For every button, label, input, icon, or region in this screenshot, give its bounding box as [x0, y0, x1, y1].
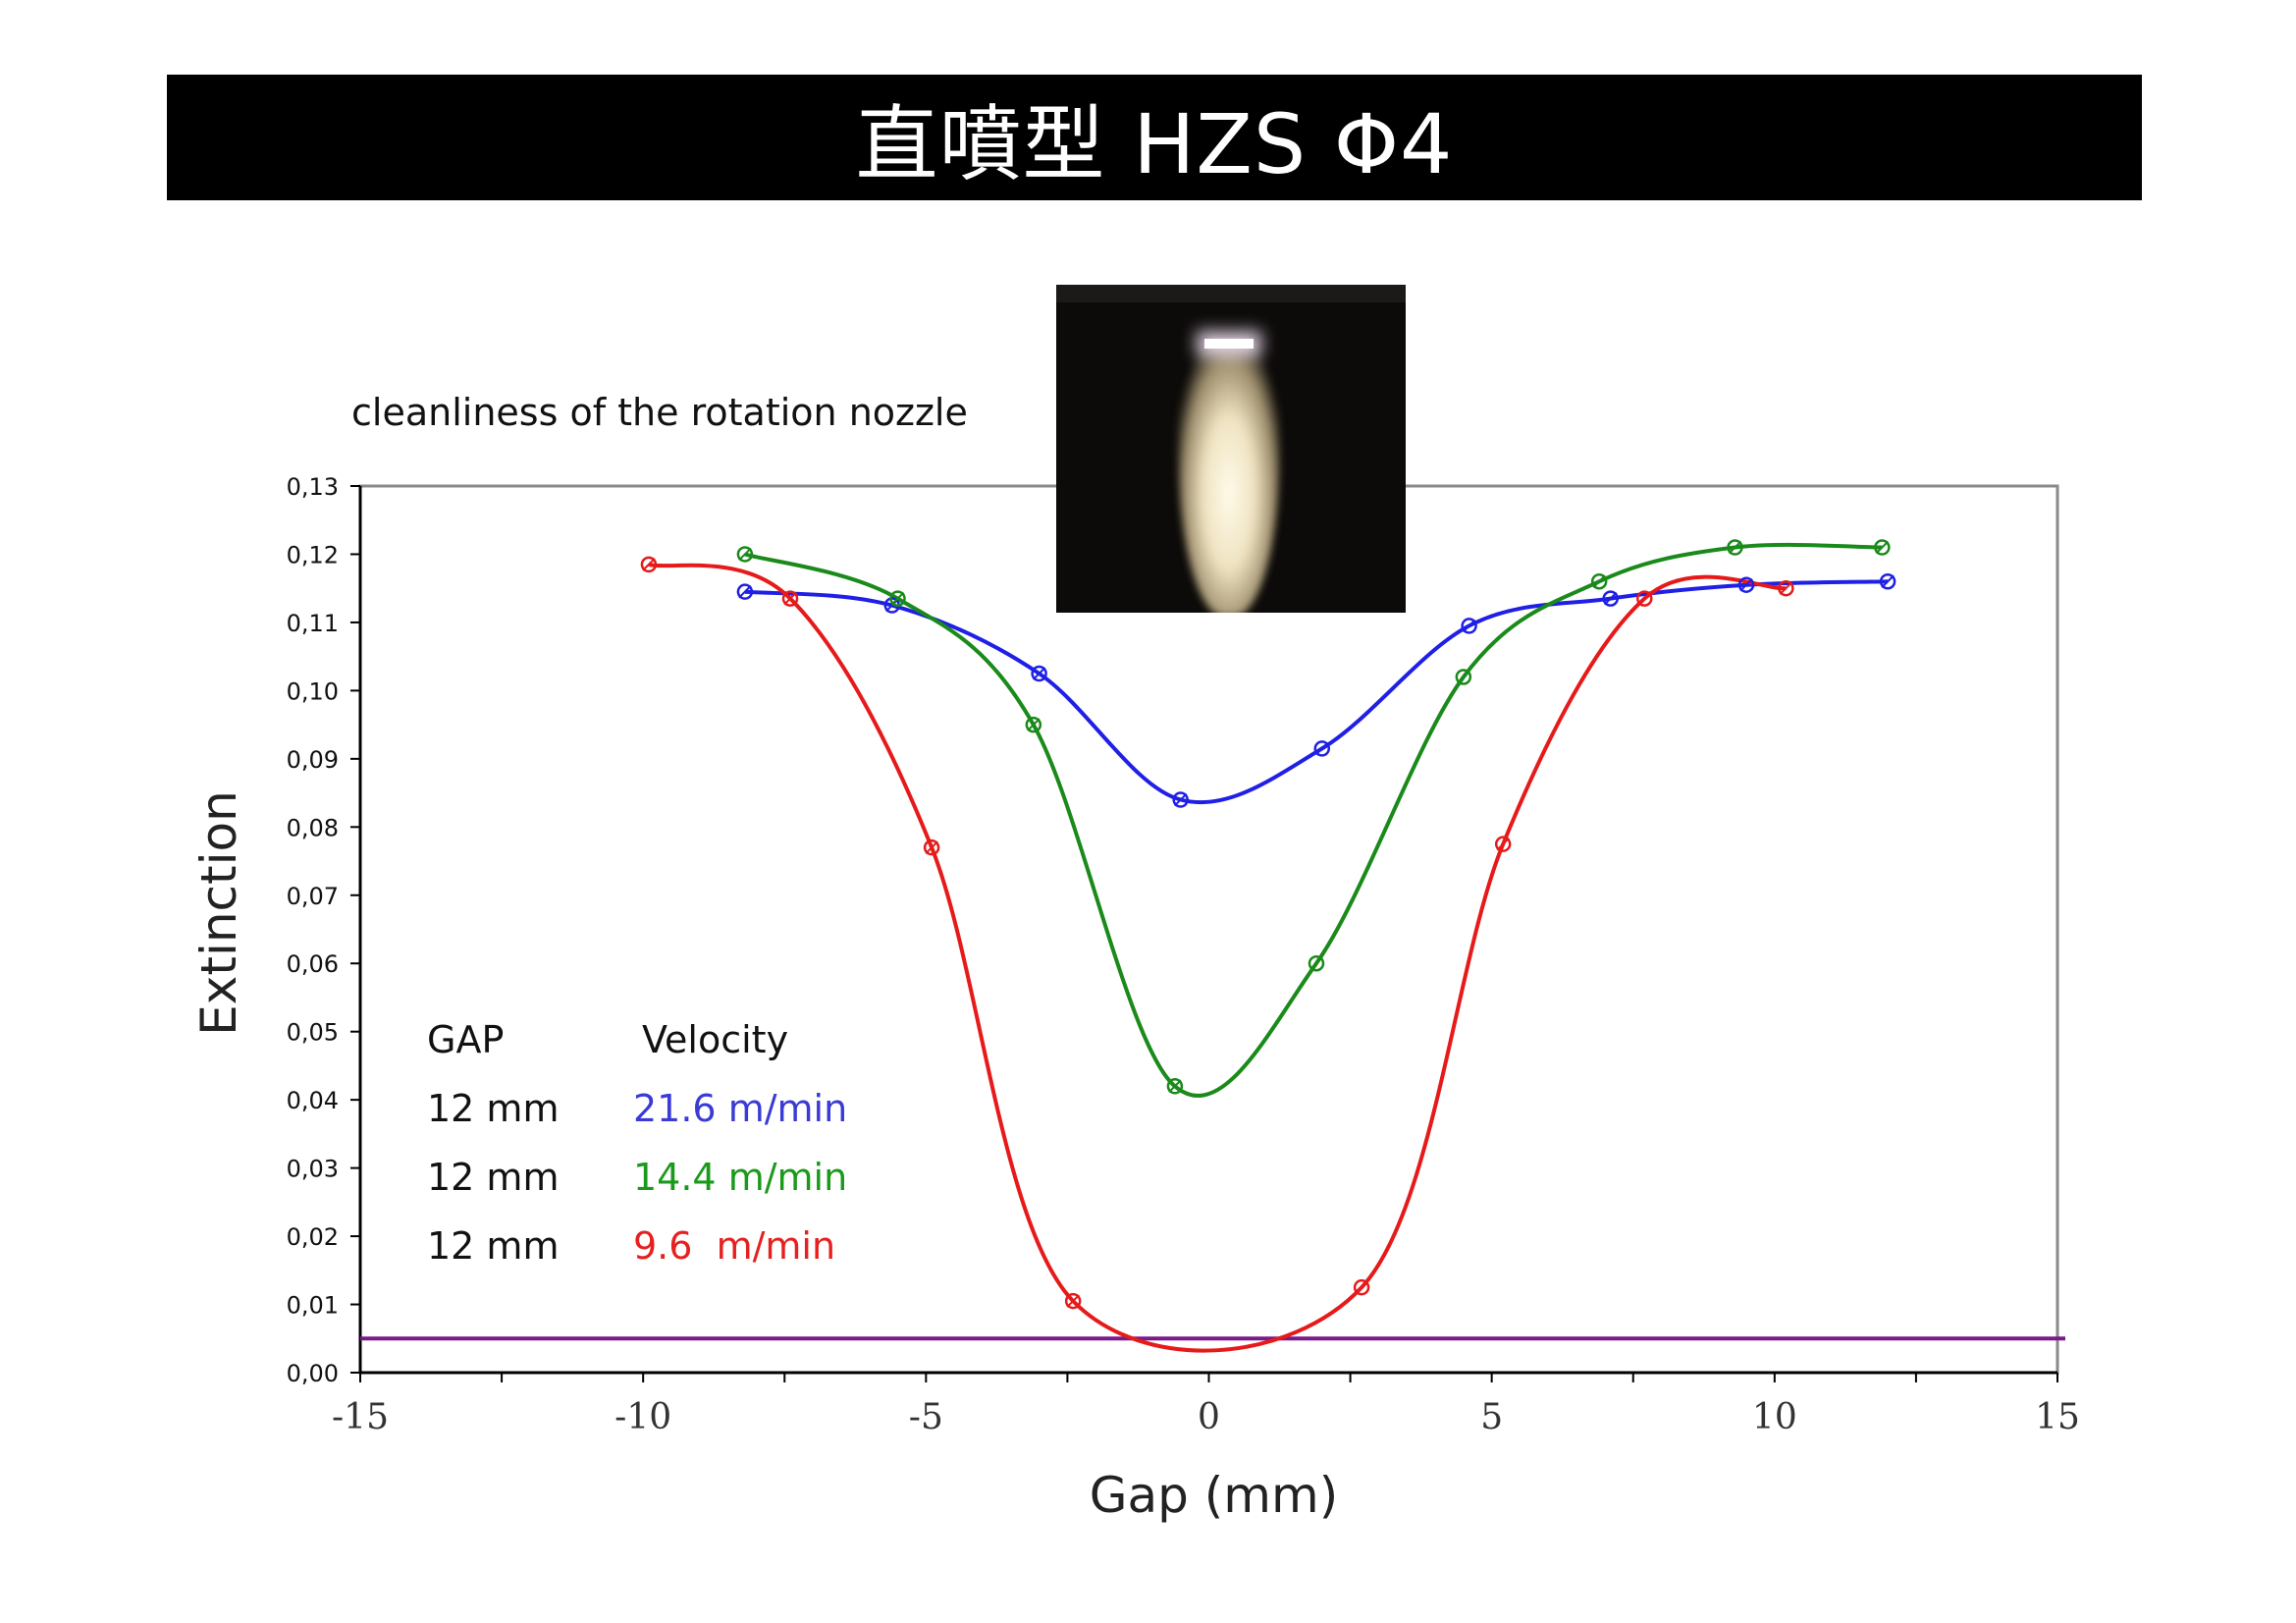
- data-point: [1874, 539, 1891, 556]
- data-point-marker: [1592, 574, 1606, 588]
- data-point: [1031, 665, 1047, 682]
- data-point-marker: [1032, 667, 1046, 680]
- y-tick-label: 0,12: [287, 541, 339, 568]
- data-point-marker: [1739, 578, 1753, 592]
- chart-title: cleanliness of the rotation nozzle: [351, 391, 968, 434]
- spray-jet: [1178, 342, 1280, 613]
- data-point: [1455, 669, 1472, 685]
- y-tick-label: 0,13: [287, 473, 339, 501]
- data-point-marker: [925, 840, 938, 854]
- y-tick-label: 0,02: [287, 1223, 339, 1251]
- legend-gap-value: 12 mm: [427, 1224, 559, 1268]
- y-tick-label: 0,10: [287, 677, 339, 705]
- data-point: [736, 546, 754, 563]
- y-tick-label: 0,05: [287, 1019, 339, 1047]
- plot-frame: [358, 484, 2059, 1375]
- data-point: [1461, 618, 1477, 634]
- data-point: [1879, 572, 1896, 590]
- data-point: [1172, 791, 1189, 808]
- data-point: [1636, 590, 1653, 607]
- data-point-marker: [890, 591, 905, 606]
- data-point-marker: [1875, 540, 1890, 555]
- data-point-marker: [1315, 741, 1329, 756]
- data-point-marker: [1603, 591, 1618, 606]
- data-point: [640, 556, 658, 573]
- data-point-marker: [1462, 619, 1476, 633]
- legend-velocity-value: 21.6 m/min: [633, 1087, 847, 1130]
- legend-velocity-value: 9.6 m/min: [633, 1224, 835, 1268]
- x-tick-label: 0: [1198, 1397, 1220, 1437]
- y-tick-label: 0,00: [287, 1360, 339, 1387]
- data-point: [1308, 954, 1325, 972]
- data-point: [1727, 539, 1743, 556]
- data-point-marker: [738, 584, 752, 599]
- data-point: [923, 839, 940, 856]
- x-axis-title: Gap (mm): [1090, 1467, 1338, 1524]
- data-point-marker: [1027, 718, 1041, 731]
- series-line: [744, 542, 1883, 1098]
- y-tick-label: 0,08: [287, 814, 339, 841]
- data-point: [736, 583, 754, 600]
- y-axis-title: Extinction: [190, 790, 247, 1036]
- data-point-marker: [1496, 837, 1510, 851]
- data-point-marker: [1779, 581, 1793, 595]
- data-point-marker: [738, 547, 752, 562]
- data-point: [1494, 836, 1512, 852]
- y-tick-label: 0,06: [287, 950, 339, 978]
- data-point: [1353, 1278, 1370, 1296]
- data-point-marker: [1173, 792, 1188, 807]
- legend-header-velocity: Velocity: [642, 1018, 788, 1061]
- data-point: [1025, 716, 1042, 733]
- data-point-marker: [1881, 574, 1895, 588]
- data-point-marker: [1457, 670, 1470, 684]
- legend-header-gap: GAP: [427, 1018, 504, 1061]
- x-tick-label: 15: [2035, 1397, 2080, 1437]
- legend-gap-value: 12 mm: [427, 1087, 559, 1130]
- data-point-marker: [1066, 1294, 1080, 1308]
- data-point: [1602, 590, 1619, 607]
- x-tick-label: -10: [614, 1397, 671, 1437]
- legend-velocity-value: 14.4 m/min: [633, 1156, 847, 1199]
- x-tick-label: 10: [1752, 1397, 1797, 1437]
- x-tick-label: -5: [909, 1397, 943, 1437]
- y-tick-label: 0,01: [287, 1292, 339, 1320]
- y-tick-label: 0,11: [287, 610, 339, 637]
- data-point: [1590, 572, 1608, 590]
- series-line: [744, 579, 1889, 805]
- data-point-marker: [642, 558, 656, 571]
- nozzle-tip-glow: [1204, 339, 1254, 349]
- data-point: [1313, 740, 1331, 757]
- series-line: [648, 562, 1787, 1353]
- data-point: [1778, 579, 1794, 597]
- data-point: [1737, 576, 1755, 593]
- legend-gap-value: 12 mm: [427, 1156, 559, 1199]
- data-point: [1166, 1078, 1184, 1095]
- y-tick-label: 0,03: [287, 1156, 339, 1183]
- data-point-marker: [1309, 956, 1323, 970]
- x-tick-label: -15: [332, 1397, 389, 1437]
- data-point-marker: [1168, 1079, 1182, 1093]
- data-point-marker: [1728, 540, 1742, 555]
- nozzle-spray-photo: [1056, 285, 1406, 613]
- nozzle-body: [1056, 285, 1406, 302]
- data-point-marker: [1355, 1280, 1368, 1294]
- data-point: [781, 590, 799, 607]
- data-point: [889, 590, 906, 607]
- x-tick-label: 5: [1480, 1397, 1503, 1437]
- data-point-marker: [783, 591, 797, 606]
- page-title: 直噴型 HZS Φ4: [167, 75, 2142, 200]
- data-point-marker: [1637, 591, 1651, 606]
- y-tick-label: 0,09: [287, 746, 339, 774]
- y-tick-label: 0,07: [287, 883, 339, 910]
- data-point: [1064, 1292, 1082, 1310]
- y-tick-label: 0,04: [287, 1087, 339, 1114]
